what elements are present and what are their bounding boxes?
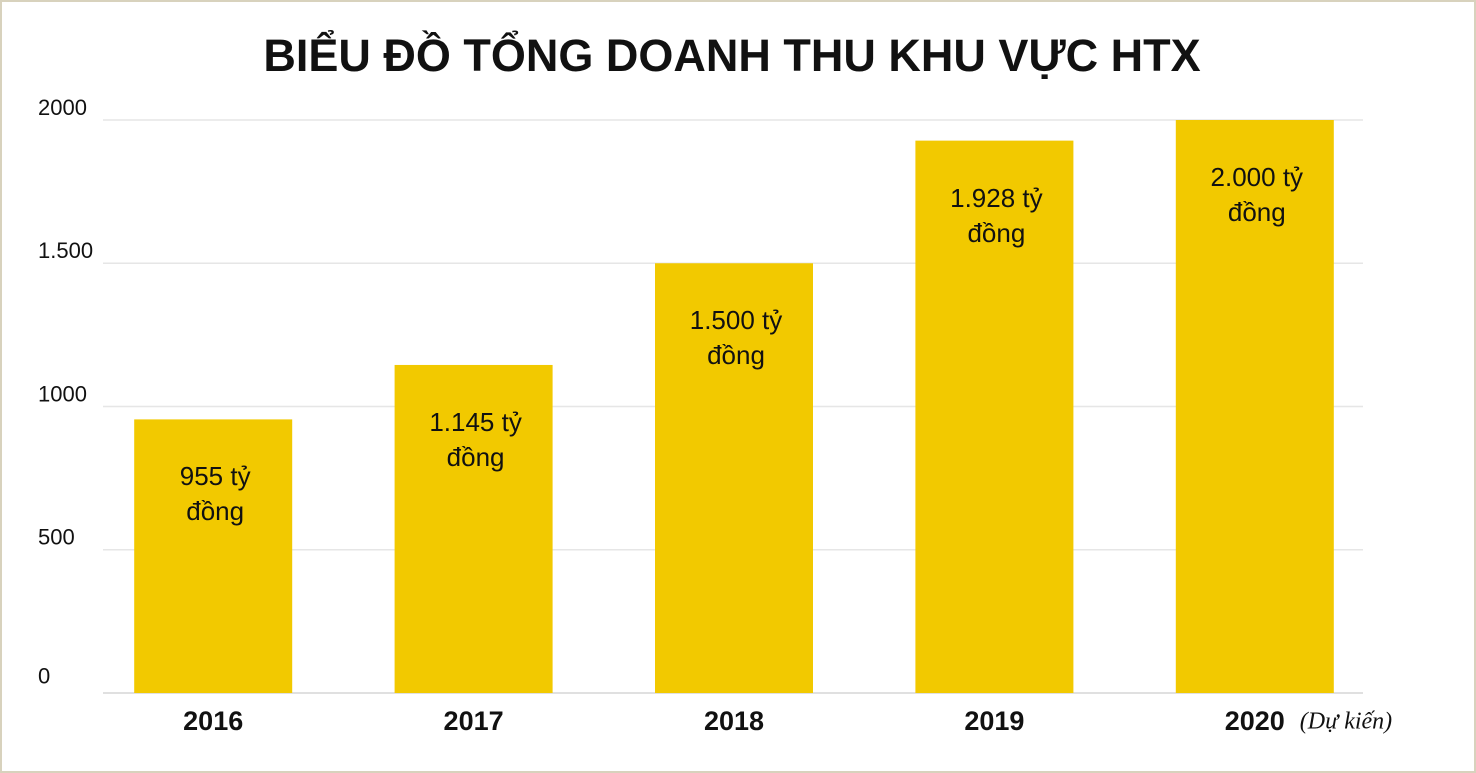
value-label: 955 tỷ đồng (179, 461, 251, 527)
y-tick-label: 0 (38, 664, 50, 689)
value-label: 1.145 tỷ đồng (429, 406, 522, 472)
x-tick-label: 2018 (704, 706, 764, 736)
x-tick-label: 2020 (1225, 706, 1285, 736)
value-label: 2.000 tỷ đồng (1210, 162, 1304, 227)
y-tick-label: 1.500 (38, 238, 93, 263)
x-tick-label: 2016 (183, 706, 243, 736)
y-tick-label: 1000 (38, 381, 87, 406)
annotation: (Dự kiến) (1300, 709, 1392, 735)
bar (915, 140, 1074, 694)
value-label: 1.500 tỷ đồng (689, 305, 783, 371)
y-tick-label: 2000 (38, 95, 87, 120)
bar (394, 364, 553, 693)
value-label: 1.928 tỷ đồng (950, 182, 1043, 248)
x-tick-label: 2017 (444, 706, 504, 736)
bar (655, 263, 813, 693)
chart-title: BIỂU ĐỒ TỔNG DOANH THU KHU VỰC HTX (263, 30, 1200, 81)
x-tick-label: 2019 (964, 706, 1024, 736)
bar (1175, 120, 1334, 693)
bar (134, 419, 293, 693)
y-tick-label: 500 (38, 525, 75, 550)
